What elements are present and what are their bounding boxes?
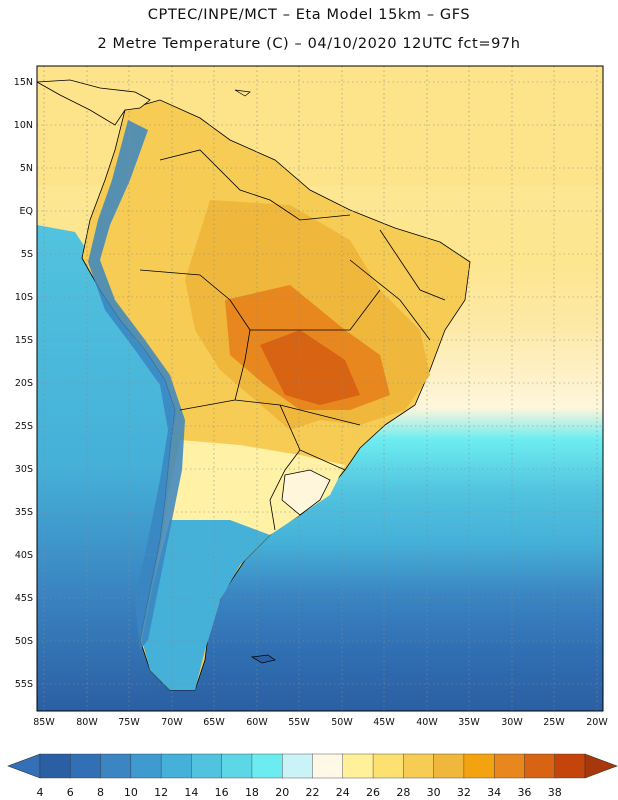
colorbar-high-arrow — [584, 753, 618, 779]
lon-label: 35W — [458, 717, 480, 728]
lat-label: 5N — [20, 163, 33, 174]
colorbar-box — [312, 753, 344, 779]
colorbar-label: 36 — [517, 786, 531, 799]
colorbar-label: 12 — [154, 786, 168, 799]
lat-label: 10N — [14, 120, 33, 131]
colorbar-label: 22 — [306, 786, 320, 799]
lat-label: 15N — [14, 77, 33, 88]
colorbar-label: 32 — [457, 786, 471, 799]
lat-label: 25S — [15, 421, 33, 432]
map-title-line-1: CPTEC/INPE/MCT – Eta Model 15km – GFS — [147, 7, 471, 23]
lat-label: 15S — [15, 335, 33, 346]
colorbar-box — [433, 753, 465, 779]
map-frame — [36, 65, 604, 712]
hottest-region — [260, 330, 360, 405]
colorbar-box — [100, 753, 132, 779]
colorbar-box — [493, 753, 525, 779]
lat-label: 45S — [15, 593, 33, 604]
map-area — [37, 66, 603, 711]
lon-label: 30W — [501, 717, 523, 728]
lon-label: 55W — [288, 717, 310, 728]
colorbar: 4 6 8 10 12 14 16 18 20 22 24 26 28 30 32 34 36 38 — [7, 753, 618, 799]
lon-label: 70W — [161, 717, 183, 728]
lon-label: 25W — [543, 717, 565, 728]
colorbar-labels: 4 6 8 10 12 14 16 18 20 22 24 26 28 30 32 34 36 38 — [37, 786, 562, 799]
colorbar-box — [39, 753, 71, 779]
latitude-axis: 15N 10N 5N EQ 5S 10S 15S 20S 25S 30S 35S… — [14, 77, 33, 690]
lat-label: 40S — [15, 550, 33, 561]
lon-label: 75W — [118, 717, 140, 728]
lon-label: 40W — [416, 717, 438, 728]
colorbar-box — [221, 753, 253, 779]
colorbar-label: 20 — [275, 786, 289, 799]
patagonia-cool — [142, 520, 270, 690]
colorbar-label: 18 — [245, 786, 259, 799]
lat-label: 30S — [15, 464, 33, 475]
lat-label: EQ — [20, 206, 33, 217]
colorbar-label: 28 — [396, 786, 410, 799]
country-borders — [139, 149, 446, 531]
colorbar-label: 34 — [487, 786, 501, 799]
colorbar-box — [524, 753, 556, 779]
falkland-islands — [250, 654, 276, 664]
lon-label: 80W — [76, 717, 98, 728]
lat-label: 35S — [15, 507, 33, 518]
lon-label: 20W — [586, 717, 608, 728]
colorbar-box — [160, 753, 192, 779]
lat-label: 55S — [15, 679, 33, 690]
lon-label: 50W — [331, 717, 353, 728]
colorbar-label: 6 — [67, 786, 74, 799]
lat-label: 5S — [21, 249, 33, 260]
andes-cold-strip — [88, 120, 185, 650]
colorbar-boxes — [39, 753, 586, 779]
colorbar-label: 4 — [37, 786, 44, 799]
colorbar-box — [403, 753, 435, 779]
colorbar-box — [282, 753, 314, 779]
colorbar-label: 30 — [427, 786, 441, 799]
lon-label: 60W — [246, 717, 268, 728]
colorbar-box — [342, 753, 374, 779]
colorbar-box — [191, 753, 223, 779]
longitude-axis: 85W 80W 75W 70W 65W 60W 55W 50W 45W 40W … — [33, 717, 608, 728]
lon-label: 45W — [373, 717, 395, 728]
colorbar-box — [554, 753, 586, 779]
central-america — [37, 79, 151, 126]
lat-label: 10S — [15, 292, 33, 303]
colorbar-box — [130, 753, 162, 779]
map-title-line-2: 2 Metre Temperature (C) – 04/10/2020 12U… — [97, 36, 521, 52]
colorbar-box — [251, 753, 283, 779]
colorbar-label: 10 — [124, 786, 138, 799]
lon-label: 85W — [33, 717, 55, 728]
colorbar-label: 8 — [97, 786, 104, 799]
colorbar-label: 16 — [215, 786, 229, 799]
colorbar-low-arrow — [7, 753, 41, 779]
colorbar-label: 24 — [336, 786, 350, 799]
colorbar-box — [372, 753, 404, 779]
caribbean-islands — [234, 89, 251, 97]
lat-label: 20S — [15, 378, 33, 389]
colorbar-box — [70, 753, 102, 779]
lon-label: 65W — [203, 717, 225, 728]
uruguay-outline — [281, 469, 331, 516]
lat-label: 50S — [15, 636, 33, 647]
colorbar-label: 14 — [184, 786, 198, 799]
colorbar-label: 26 — [366, 786, 380, 799]
colorbar-box — [463, 753, 495, 779]
colorbar-label: 38 — [548, 786, 562, 799]
